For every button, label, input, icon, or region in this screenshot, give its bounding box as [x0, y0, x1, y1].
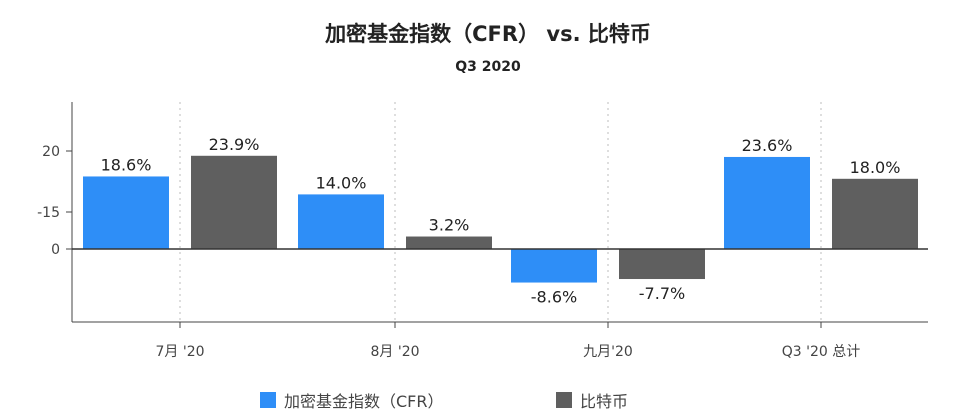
chart-title: 加密基金指数（CFR） vs. 比特币	[325, 22, 651, 46]
legend: 加密基金指数（CFR） 比特币	[0, 388, 976, 412]
bar-label-s0-c2: -8.6%	[531, 288, 577, 307]
y-tick-label-0: 20	[42, 144, 60, 160]
bar-s0-c0	[83, 176, 169, 249]
bar-s1-c1	[406, 236, 492, 249]
legend-item-btc: 比特币	[556, 388, 628, 412]
bar-label-s0-c1: 14.0%	[316, 173, 367, 192]
x-tick-label-0: 7月 '20	[155, 344, 204, 360]
bar-s1-c0	[191, 155, 277, 249]
x-tick-label-1: 8月 '20	[370, 344, 419, 360]
bar-s0-c3	[724, 156, 810, 249]
bar-label-s1-c0: 23.9%	[209, 135, 260, 154]
bar-s0-c1	[298, 194, 384, 249]
bar-s1-c2	[619, 249, 705, 280]
bar-label-s1-c1: 3.2%	[429, 216, 470, 235]
legend-label-btc: 比特币	[580, 392, 629, 411]
legend-swatch-btc	[556, 392, 572, 408]
bar-label-s0-c0: 18.6%	[101, 155, 152, 174]
x-tick-label-3: Q3 '20 总计	[782, 344, 861, 360]
x-tick-label-2: 九月'20	[583, 344, 633, 360]
chart-subtitle: Q3 2020	[455, 59, 521, 75]
legend-label-cfr: 加密基金指数（CFR）	[284, 392, 444, 411]
bar-s1-c3	[832, 178, 918, 249]
y-tick-label-1: -15	[37, 205, 60, 221]
bar-label-s1-c3: 18.0%	[850, 158, 901, 177]
legend-item-cfr: 加密基金指数（CFR）	[260, 388, 444, 412]
legend-swatch-cfr	[260, 392, 276, 408]
bar-label-s1-c2: -7.7%	[639, 284, 685, 303]
bar-s0-c2	[511, 249, 597, 283]
bar-label-s0-c3: 23.6%	[742, 136, 793, 155]
y-tick-label-2: 0	[51, 242, 60, 258]
